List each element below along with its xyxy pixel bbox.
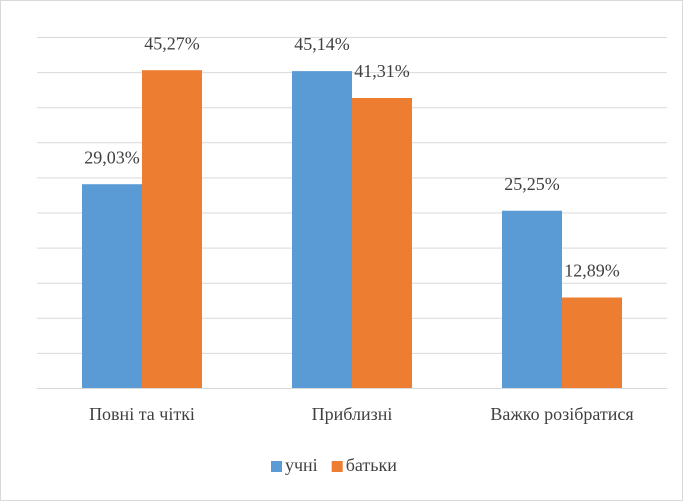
data-label: 29,03% (84, 147, 140, 167)
x-tick-label: Повні та чіткі (89, 404, 195, 424)
x-tick-label: Приблизні (312, 404, 393, 424)
bar (562, 297, 622, 388)
bar (82, 184, 142, 388)
data-label: 45,14% (294, 34, 350, 54)
legend-label: батьки (346, 455, 398, 475)
data-label: 12,89% (564, 261, 620, 281)
bar (292, 71, 352, 389)
x-tick-label: Важко розібратися (490, 404, 633, 424)
data-label: 41,31% (354, 61, 410, 81)
legend-label: учні (285, 455, 318, 475)
data-label: 45,27% (144, 33, 200, 53)
legend-swatch (271, 461, 282, 472)
bar (142, 70, 202, 389)
bar (502, 210, 562, 388)
bar (352, 98, 412, 389)
data-label: 25,25% (504, 174, 560, 194)
legend-swatch (331, 461, 343, 472)
